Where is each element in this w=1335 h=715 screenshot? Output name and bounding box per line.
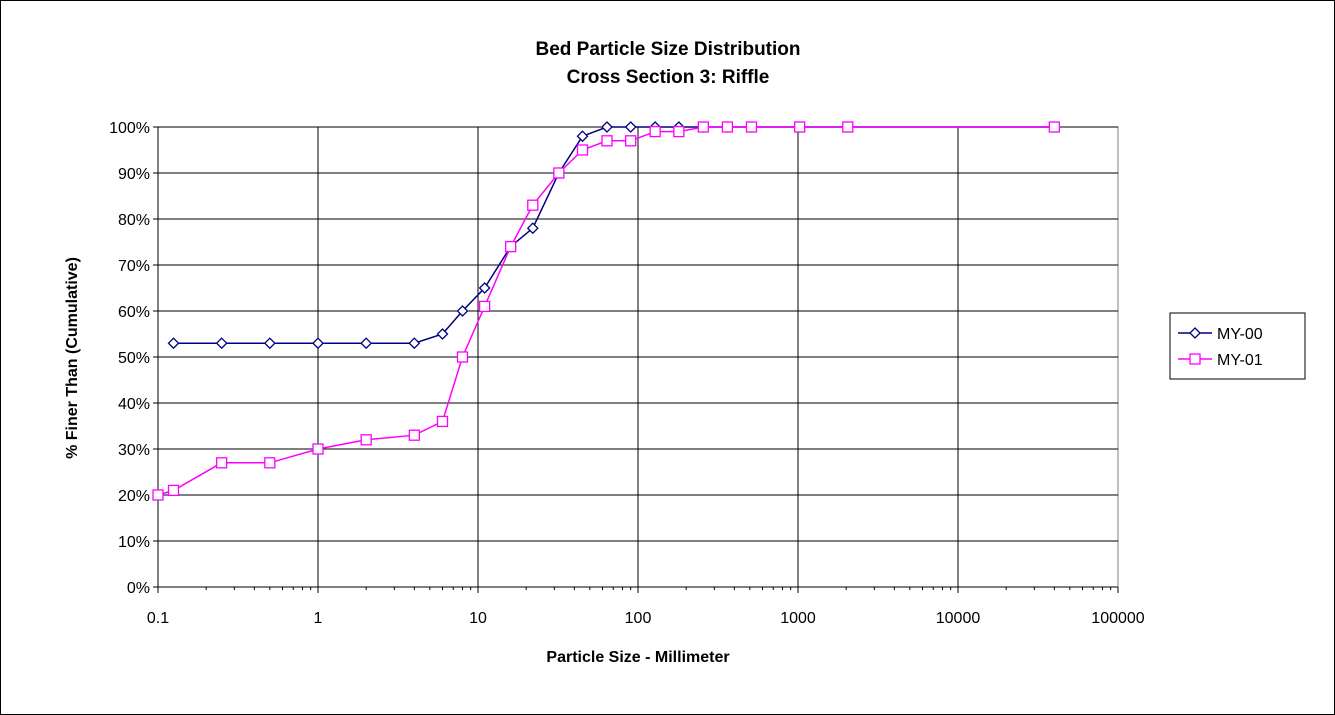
diamond-marker-icon	[1189, 327, 1201, 339]
data-point	[1048, 121, 1060, 133]
data-point	[478, 282, 491, 294]
legend-label: MY-00	[1217, 326, 1263, 343]
data-point	[312, 443, 324, 455]
data-point	[576, 130, 589, 143]
data-point	[216, 457, 228, 469]
data-point	[456, 305, 469, 317]
data-point	[456, 351, 469, 363]
data-point	[152, 489, 164, 501]
x-axis-label: Particle Size - Millimeter	[546, 649, 729, 666]
data-point	[408, 429, 420, 441]
data-point	[360, 434, 372, 446]
x-tick-label: 1	[314, 610, 323, 627]
y-tick-label: 0%	[127, 580, 150, 597]
series-my-00	[167, 121, 1061, 350]
y-tick-label: 20%	[118, 488, 150, 505]
data-point	[527, 199, 539, 211]
data-point	[408, 337, 421, 350]
y-tick-label: 10%	[118, 534, 150, 551]
y-tick-label: 60%	[118, 304, 150, 321]
x-tick-label: 100	[625, 610, 652, 627]
data-point	[526, 222, 539, 235]
data-point	[312, 337, 324, 350]
data-point	[478, 300, 491, 313]
data-point	[505, 240, 517, 253]
data-point	[263, 337, 276, 350]
data-point	[360, 337, 373, 350]
y-tick-label: 40%	[118, 396, 150, 413]
data-point	[264, 457, 276, 469]
chart-title: Bed Particle Size Distribution	[536, 39, 801, 60]
data-point	[673, 125, 685, 138]
data-point	[649, 125, 661, 138]
data-point	[436, 328, 449, 340]
data-point	[842, 121, 854, 133]
y-tick-label: 70%	[118, 258, 150, 275]
y-tick-label: 100%	[109, 120, 150, 137]
x-tick-label: 100000	[1091, 610, 1144, 627]
legend-label: MY-01	[1217, 352, 1263, 369]
square-marker-icon	[1189, 353, 1201, 365]
data-point	[697, 121, 709, 133]
legend: MY-00 MY-01	[1169, 312, 1306, 380]
y-tick-label: 50%	[118, 350, 150, 367]
x-tick-label: 0.1	[147, 610, 169, 627]
data-point	[167, 337, 180, 350]
x-tick-label: 10	[469, 610, 487, 627]
data-point	[576, 144, 589, 156]
data-point	[601, 121, 613, 133]
data-point	[745, 121, 758, 133]
x-tick-label: 10000	[936, 610, 981, 627]
legend-box	[1169, 312, 1306, 380]
y-tick-label: 30%	[118, 442, 150, 459]
data-point	[625, 135, 637, 147]
y-axis-label: % Finer Than (Cumulative)	[64, 257, 81, 459]
data-point	[721, 121, 734, 133]
y-tick-label: 80%	[118, 212, 150, 229]
data-point	[436, 415, 449, 428]
data-point	[553, 167, 565, 179]
data-point	[624, 121, 637, 133]
chart-subtitle: Cross Section 3: Riffle	[567, 67, 770, 88]
data-point	[793, 121, 806, 133]
plot-area: 0% 10% 20% 30% 40% 50% 60% 70% 80% 90% 100% 0.1 1 10 1…	[109, 120, 1145, 627]
data-point	[601, 135, 613, 147]
y-tick-label: 90%	[118, 166, 150, 183]
data-point	[215, 337, 228, 350]
series-my-01	[152, 121, 1060, 501]
x-tick-label: 1000	[780, 610, 816, 627]
data-point	[167, 484, 180, 497]
